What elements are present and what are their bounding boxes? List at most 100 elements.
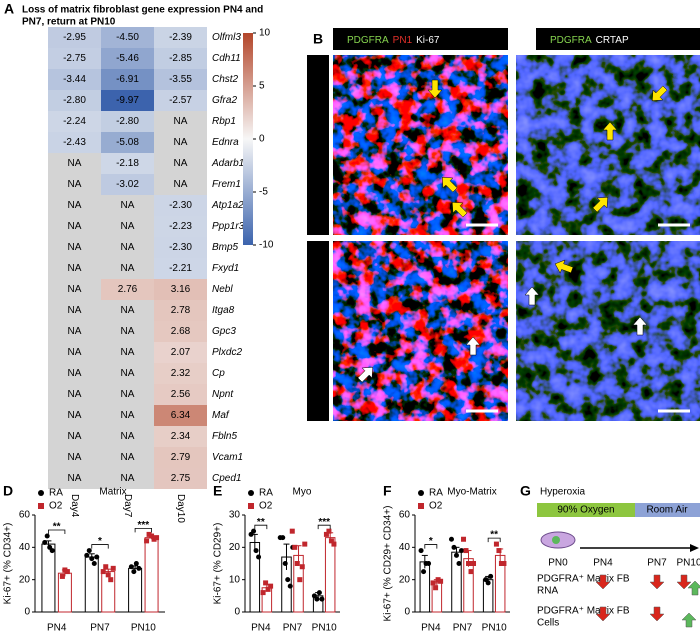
na-cell — [48, 468, 101, 489]
data-point — [42, 539, 48, 545]
chart-title: PN7, return at PN10 — [22, 17, 116, 28]
data-point — [154, 535, 160, 541]
heat-cell — [154, 300, 207, 321]
data-point — [451, 544, 457, 550]
header-stain: Ki-67 — [416, 35, 440, 46]
heat-cell — [154, 279, 207, 300]
cell-label: NA — [68, 305, 82, 316]
micrograph-texture — [333, 241, 508, 421]
legend-marker — [38, 490, 44, 496]
data-point — [91, 561, 97, 566]
na-cell — [48, 405, 101, 426]
cell-label: -9.97 — [116, 95, 139, 106]
y-axis-label: Ki-67+ (% CD34+) — [3, 523, 14, 605]
data-point — [144, 538, 150, 544]
data-point — [289, 528, 295, 534]
na-cell — [48, 300, 101, 321]
cell-label: NA — [121, 305, 135, 316]
micrograph-texture — [516, 241, 700, 421]
na-cell — [48, 321, 101, 342]
header-label: PDGFRA CRTAP — [550, 35, 629, 46]
data-point — [49, 548, 55, 554]
row-label: RNA — [537, 586, 558, 597]
cell-label: NA — [174, 137, 188, 148]
cell-label: NA — [68, 389, 82, 400]
x-tick-label: PN7 — [283, 623, 303, 634]
data-point — [253, 548, 259, 554]
heat-cell — [154, 237, 207, 258]
heat-cell — [48, 48, 101, 69]
heat-cell — [154, 90, 207, 111]
na-cell — [154, 132, 207, 153]
na-cell — [48, 153, 101, 174]
data-point — [461, 536, 467, 542]
bar — [128, 567, 143, 613]
y-tick-label: 20 — [399, 574, 411, 585]
data-point — [84, 552, 90, 558]
na-cell — [48, 342, 101, 363]
na-cell — [101, 426, 154, 447]
heat-cell — [154, 342, 207, 363]
heat-cell — [101, 111, 154, 132]
micrograph-texture — [333, 55, 508, 235]
cell-label: NA — [121, 326, 135, 337]
row-label: Atp1a2 — [211, 200, 244, 211]
cell-label: NA — [121, 242, 135, 253]
data-point — [149, 533, 155, 539]
cell-label: -2.18 — [116, 158, 139, 169]
na-cell — [101, 237, 154, 258]
bar — [41, 543, 56, 613]
arrow — [442, 177, 458, 193]
column-label: Day7 — [122, 494, 133, 518]
header-bar — [536, 28, 700, 50]
data-point — [468, 569, 474, 575]
heat-cell — [48, 27, 101, 48]
cell-label: 6.34 — [171, 410, 191, 421]
y-tick-label: 20 — [229, 542, 241, 553]
row-label: Bmp5 — [212, 242, 239, 253]
chart-title: Loss of matrix fibroblast gene expressio… — [22, 5, 263, 16]
cell-label: 2.07 — [171, 347, 191, 358]
row-label: Npnt — [212, 389, 234, 400]
na-cell — [101, 300, 154, 321]
data-point — [260, 590, 266, 596]
cell-label: -5.08 — [116, 137, 139, 148]
arrow — [554, 259, 574, 274]
y-tick-label: 0 — [404, 607, 410, 618]
row-label: Cped1 — [212, 473, 241, 484]
row-label: PDGFRA⁺ Matrix FB — [537, 574, 630, 585]
legend-marker — [248, 490, 254, 496]
row-label: Cells — [537, 618, 559, 629]
x-tick-label: PN10 — [482, 623, 507, 634]
chart-title: Matrix — [99, 487, 126, 498]
row-label-bar — [307, 55, 329, 235]
cell-label: -3.02 — [116, 179, 139, 190]
row-label: Fxyd1 — [212, 263, 239, 274]
na-cell — [154, 111, 207, 132]
data-point — [100, 569, 106, 575]
chart-title: Myo-Matrix — [447, 487, 496, 498]
cell-label: NA — [68, 410, 82, 421]
colorbar-tick-label: 5 — [259, 81, 265, 92]
nucleus — [552, 536, 560, 544]
data-point — [105, 572, 111, 578]
legend-label: O2 — [259, 501, 273, 512]
bar — [57, 572, 72, 613]
legend-marker — [248, 503, 254, 509]
cell-label: -4.50 — [116, 32, 139, 43]
significance-label: *** — [137, 520, 149, 531]
x-tick-label: PN7 — [453, 623, 473, 634]
significance-bracket — [91, 544, 109, 549]
cell-label: NA — [174, 116, 188, 127]
significance-bracket — [48, 529, 66, 535]
data-point — [251, 528, 257, 534]
row-label-bar — [307, 241, 329, 421]
cell-label: 2.56 — [171, 389, 191, 400]
significance-bracket — [424, 544, 438, 549]
legend-label: RA — [429, 488, 443, 499]
x-tick-label: PN4 — [47, 623, 67, 634]
header-stain: CRTAP — [596, 35, 629, 46]
data-point — [331, 541, 337, 547]
timeline-head — [690, 544, 699, 552]
cell-label: NA — [68, 368, 82, 379]
